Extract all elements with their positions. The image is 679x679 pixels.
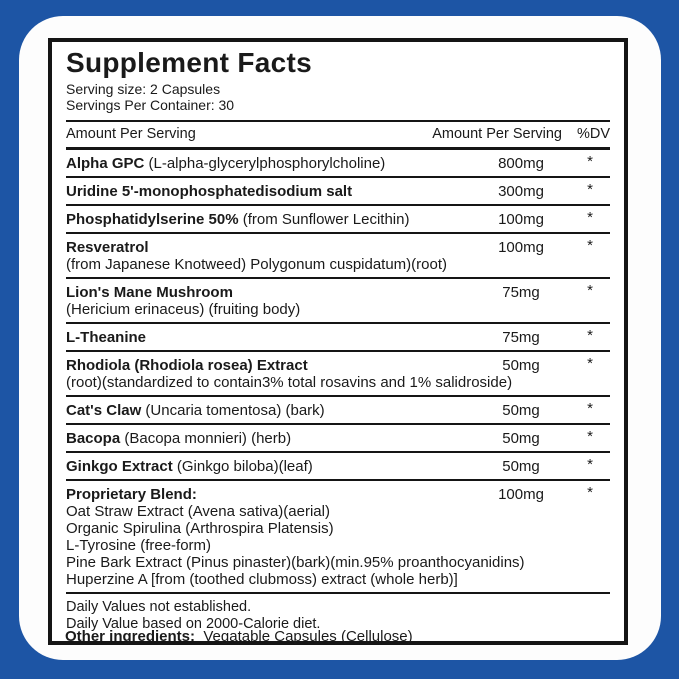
dv-value: * xyxy=(587,181,593,198)
ingredient-text: Alpha GPC (L-alpha-glycerylphosphorylcho… xyxy=(66,155,610,172)
amount-value: 50mg xyxy=(502,458,540,475)
other-ingredients: Other ingredients: Vegatable Capsules (C… xyxy=(65,628,413,645)
amount-value: 50mg xyxy=(502,402,540,419)
ingredient-detail-line: (from Japanese Knotweed) Polygonum cuspi… xyxy=(66,256,448,273)
ingredient-name: L-Theanine xyxy=(66,329,147,346)
ingredient-detail-line: Organic Spirulina (Arthrospira Platensis… xyxy=(66,520,334,537)
ingredient-name-line: Alpha GPC (L-alpha-glycerylphosphorylcho… xyxy=(66,155,386,172)
amount-value: 800mg xyxy=(498,155,544,172)
ingredient-name: Cat's Claw xyxy=(66,402,142,419)
ingredient-name: Uridine 5'-monophosphatedisodium salt xyxy=(66,183,353,200)
ingredient-row: L-Theanine 75mg * xyxy=(66,324,610,352)
ingredient-table: Alpha GPC (L-alpha-glycerylphosphorylcho… xyxy=(66,150,610,594)
ingredient-name-line: Lion's Mane Mushroom xyxy=(66,284,610,301)
ingredient-name-line: L-Theanine xyxy=(66,329,610,346)
ingredient-row: Phosphatidylserine 50% (from Sunflower L… xyxy=(66,206,610,234)
other-ingredients-value: Vegatable Capsules (Cellulose) xyxy=(203,628,413,645)
serving-info: Serving size: 2 Capsules Servings Per Co… xyxy=(66,79,610,120)
amount-value: 100mg xyxy=(498,239,544,256)
ingredient-detail-line: (root)(standardized to contain3% total r… xyxy=(66,374,513,391)
dv-value: * xyxy=(587,327,593,344)
amount-value: 100mg xyxy=(498,211,544,228)
dv-value: * xyxy=(587,209,593,226)
amount-value: 50mg xyxy=(502,430,540,447)
ingredient-name-line: Cat's Claw (Uncaria tomentosa) (bark) xyxy=(66,402,325,419)
amount-value: 100mg xyxy=(498,486,544,503)
ingredient-detail-line: L-Tyrosine (free-form) xyxy=(66,537,212,554)
dv-value: * xyxy=(587,484,593,501)
ingredient-text: Ginkgo Extract (Ginkgo biloba)(leaf) xyxy=(66,458,610,475)
header-amount-left: Amount Per Serving xyxy=(66,126,196,142)
ingredient-text: Cat's Claw (Uncaria tomentosa) (bark) xyxy=(66,402,610,419)
ingredient-detail-line: Oat Straw Extract (Avena sativa)(aerial) xyxy=(66,503,330,520)
dv-value: * xyxy=(587,355,593,372)
ingredient-row: Proprietary Blend: Oat Straw Extract (Ave… xyxy=(66,481,610,594)
ingredient-name: Resveratrol xyxy=(66,239,149,256)
ingredient-row: Bacopa (Bacopa monnieri) (herb) 50mg * xyxy=(66,425,610,453)
header-amount-right: Amount Per Serving xyxy=(432,126,562,142)
ingredient-text: Bacopa (Bacopa monnieri) (herb) xyxy=(66,430,610,447)
ingredient-name: Proprietary Blend: xyxy=(66,486,197,503)
ingredient-name: Alpha GPC xyxy=(66,155,145,172)
ingredient-name-line: Proprietary Blend: xyxy=(66,486,610,503)
dv-value: * xyxy=(587,400,593,417)
ingredient-row: Rhodiola (Rhodiola rosea) Extract (root)(… xyxy=(66,352,610,397)
footnote-line: Daily Values not established. xyxy=(66,599,252,615)
ingredient-text: Resveratrol (from Japanese Knotweed) Poly… xyxy=(66,239,610,273)
ingredient-detail-line: (Hericium erinaceus) (fruiting body) xyxy=(66,301,301,318)
amount-value: 75mg xyxy=(502,284,540,301)
footnotes: Daily Values not established. Daily Valu… xyxy=(66,594,610,641)
ingredient-name-line: Resveratrol xyxy=(66,239,610,256)
amount-value: 300mg xyxy=(498,183,544,200)
ingredient-text: Phosphatidylserine 50% (from Sunflower L… xyxy=(66,211,610,228)
amount-value: 50mg xyxy=(502,357,540,374)
ingredient-name: Rhodiola (Rhodiola rosea) Extract xyxy=(66,357,308,374)
ingredient-name-line: Bacopa (Bacopa monnieri) (herb) xyxy=(66,430,292,447)
serving-size: Serving size: 2 Capsules xyxy=(66,81,221,97)
ingredient-name-line: Uridine 5'-monophosphatedisodium salt xyxy=(66,183,610,200)
ingredient-text: Rhodiola (Rhodiola rosea) Extract (root)(… xyxy=(66,357,610,391)
dv-value: * xyxy=(587,282,593,299)
ingredient-detail-line: Pine Bark Extract (Pinus pinaster)(bark)… xyxy=(66,554,525,571)
ingredient-name-line: Phosphatidylserine 50% (from Sunflower L… xyxy=(66,211,410,228)
other-ingredients-label: Other ingredients: xyxy=(65,628,196,645)
ingredient-text: Lion's Mane Mushroom (Hericium erinaceus)… xyxy=(66,284,610,318)
ingredient-row: Lion's Mane Mushroom (Hericium erinaceus)… xyxy=(66,279,610,324)
ingredient-row: Alpha GPC (L-alpha-glycerylphosphorylcho… xyxy=(66,150,610,178)
ingredient-name: Lion's Mane Mushroom xyxy=(66,284,233,301)
ingredient-text: L-Theanine xyxy=(66,329,610,346)
dv-value: * xyxy=(587,456,593,473)
ingredient-detail-line: Huperzine A [from (toothed clubmoss) ext… xyxy=(66,571,458,588)
label-card: Supplement Facts Serving size: 2 Capsule… xyxy=(19,16,661,660)
supplement-facts-panel: Supplement Facts Serving size: 2 Capsule… xyxy=(48,38,628,645)
header-dv: %DV xyxy=(576,126,610,142)
dv-value: * xyxy=(587,428,593,445)
ingredient-row: Cat's Claw (Uncaria tomentosa) (bark) 50m… xyxy=(66,397,610,425)
ingredient-name: Bacopa xyxy=(66,430,121,447)
ingredient-row: Resveratrol (from Japanese Knotweed) Poly… xyxy=(66,234,610,279)
dv-value: * xyxy=(587,153,593,170)
ingredient-row: Ginkgo Extract (Ginkgo biloba)(leaf) 50mg… xyxy=(66,453,610,481)
ingredient-row: Uridine 5'-monophosphatedisodium salt 300… xyxy=(66,178,610,206)
servings-per-container: Servings Per Container: 30 xyxy=(66,97,235,113)
ingredient-name: Ginkgo Extract xyxy=(66,458,173,475)
ingredient-name: Phosphatidylserine 50% xyxy=(66,211,239,228)
ingredient-name-line: Rhodiola (Rhodiola rosea) Extract xyxy=(66,357,610,374)
footnote-line: Daily Value based on 2000-Calorie diet. xyxy=(66,616,321,632)
dv-value: * xyxy=(587,237,593,254)
ingredient-name-line: Ginkgo Extract (Ginkgo biloba)(leaf) xyxy=(66,458,313,475)
amount-value: 75mg xyxy=(502,329,540,346)
table-header: Amount Per Serving Amount Per Serving %D… xyxy=(66,120,610,150)
ingredient-text: Proprietary Blend: Oat Straw Extract (Ave… xyxy=(66,486,610,588)
panel-title: Supplement Facts xyxy=(66,47,312,78)
ingredient-text: Uridine 5'-monophosphatedisodium salt xyxy=(66,183,610,200)
